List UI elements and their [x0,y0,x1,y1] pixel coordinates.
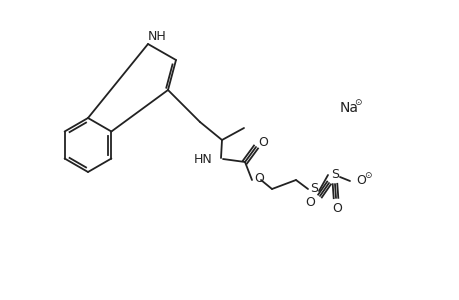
Text: O: O [355,175,365,188]
Text: NH: NH [147,29,166,43]
Text: ⊙: ⊙ [364,170,371,179]
Text: ⊙: ⊙ [353,98,361,106]
Text: O: O [331,202,341,214]
Text: S: S [309,182,317,196]
Text: HN: HN [194,152,213,166]
Text: O: O [253,172,263,184]
Text: S: S [330,169,338,182]
Text: Na: Na [339,101,358,115]
Text: O: O [304,196,314,209]
Text: O: O [257,136,267,148]
